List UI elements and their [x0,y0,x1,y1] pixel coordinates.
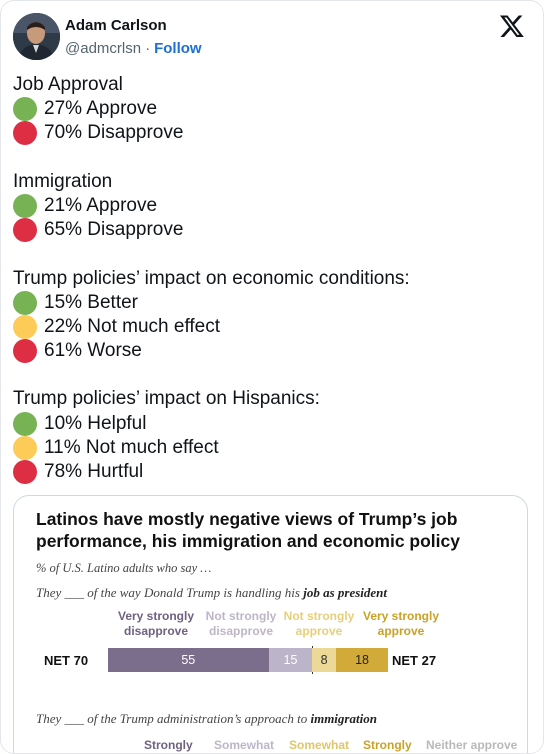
legend2-entry: Somewhat [289,738,350,752]
tweet-group: Immigration 21% Approve 65% Disapprove [13,170,533,243]
stat-text: 22% Not much effect [44,315,221,337]
red-circle-icon [13,121,37,146]
legend-entry: Not strongly approve [283,609,355,638]
net-approve: NET 27 [392,653,437,668]
group-heading: Trump policies’ impact on economic condi… [13,267,410,289]
green-circle-icon [13,97,37,122]
net-disapprove: NET 70 [44,653,89,668]
group-heading: Immigration [13,170,113,192]
legend-entry: Very strongly approve [362,609,440,638]
embedded-chart-image[interactable]: Latinos have mostly negative views of Tr… [13,495,528,753]
bar-segment: 18 [335,648,389,672]
legend2-entry: Strongly [144,738,193,752]
tweet-text: Job Approval 27% Approve 70% Disapprove Imm… [13,73,533,508]
group-heading: Trump policies’ impact on Hispanics: [13,388,320,410]
question-1-bold: job as president [303,585,388,600]
stat-line: 27% Approve [13,97,533,122]
stat-text: 61% Worse [44,340,142,362]
stat-line: 70% Disapprove [13,121,533,146]
stat-text: 65% Disapprove [44,219,184,241]
question-2-bold: immigration [310,711,377,726]
group-heading: Job Approval [13,74,123,95]
legend-entry: Not strongly disapprove [205,609,277,638]
stat-line: 22% Not much effect [13,314,533,339]
legend2-entry: Strongly [363,738,412,752]
stat-line: 61% Worse [13,339,533,364]
yellow-circle-icon [13,314,37,339]
stat-text: 15% Better [44,291,138,313]
author-name[interactable]: Adam Carlson [65,17,167,34]
follow-link[interactable]: Follow [154,40,202,57]
stat-line: 65% Disapprove [13,218,533,243]
legend2-entry: Neither approve [426,738,518,752]
tweet-group: Job Approval 27% Approve 70% Disapprove [13,73,533,146]
tweet-header: Adam Carlson @admcrlsn · Follow [13,13,533,61]
stat-text: 70% Disapprove [44,122,184,144]
green-circle-icon [13,411,37,436]
stat-line: 15% Better [13,290,533,315]
green-circle-icon [13,194,37,219]
question-1: They ___ of the way Donald Trump is hand… [36,585,387,601]
yellow-circle-icon [13,435,37,460]
tweet-group: Trump policies’ impact on economic condi… [13,267,533,364]
tweet-group: Trump policies’ impact on Hispanics: 10% … [13,387,533,485]
bar-segment: 8 [312,648,336,672]
stat-text: 78% Hurtful [44,461,144,482]
red-circle-icon [13,339,37,364]
bar-segment: 55 [108,648,269,672]
stat-text: 10% Helpful [44,412,147,434]
legend2-entry: Somewhat [214,738,275,752]
question-2-prefix: They ___ of the Trump administration’s a… [36,711,311,726]
question-2: They ___ of the Trump administration’s a… [36,711,377,727]
chart-title: Latinos have mostly negative views of Tr… [36,509,460,551]
stat-line: 21% Approve [13,194,533,219]
bar-row-job: NET 70 55 15 8 18 NET 27 [14,646,527,674]
author-handle[interactable]: @admcrlsn [65,40,142,57]
x-logo-icon[interactable] [499,13,525,39]
red-circle-icon [13,218,37,243]
green-circle-icon [13,290,37,315]
red-circle-icon [13,460,37,485]
avatar[interactable] [13,13,60,60]
stat-text: 21% Approve [44,194,158,216]
stat-text: 11% Not much effect [44,436,219,458]
chart-subtitle: % of U.S. Latino adults who say … [36,561,212,575]
stat-line: 78% Hurtful [13,460,533,485]
legend-entry: Very strongly disapprove [117,609,195,638]
stat-line: 11% Not much effect [13,435,533,460]
handle-row: @admcrlsn · Follow [65,40,202,57]
bar-segment: 15 [268,648,313,672]
separator: · [145,40,151,57]
stat-text: 27% Approve [44,98,158,120]
question-1-prefix: They ___ of the way Donald Trump is hand… [36,585,304,600]
stat-line: 10% Helpful [13,411,533,436]
